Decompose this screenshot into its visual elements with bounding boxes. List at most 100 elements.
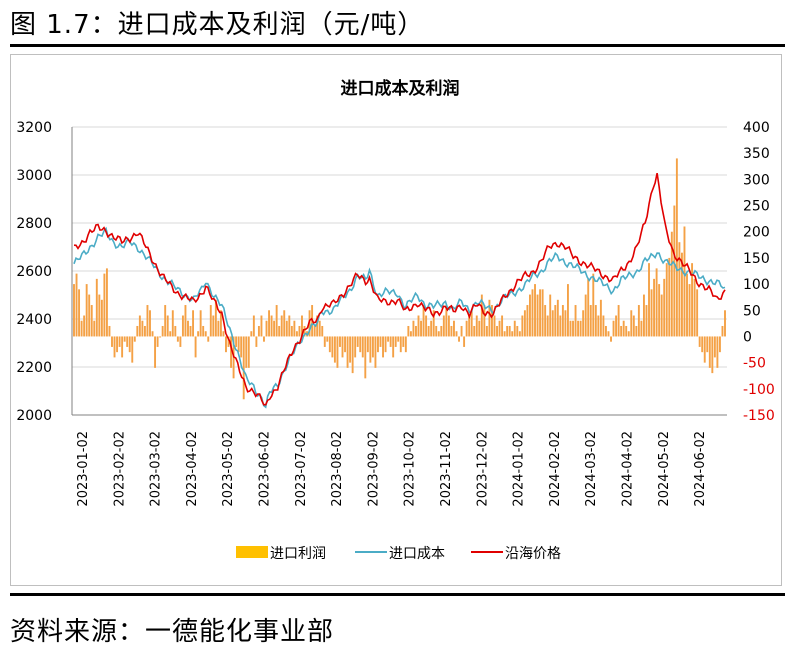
profit-bar — [207, 336, 210, 342]
profit-bar — [108, 325, 111, 337]
bottom-rule — [10, 593, 785, 596]
profit-bar — [351, 336, 354, 374]
profit-bar — [230, 336, 233, 368]
profit-bar — [599, 299, 602, 337]
profit-bar — [435, 325, 438, 337]
profit-bar — [668, 257, 671, 337]
profit-bar — [696, 289, 699, 337]
profit-bar — [156, 336, 159, 347]
profit-bar — [607, 331, 610, 337]
y-left-tick-label: 2000 — [16, 408, 52, 424]
profit-bar — [346, 336, 349, 368]
profit-bar — [412, 320, 415, 337]
profit-bar — [202, 325, 205, 337]
profit-bar — [708, 336, 711, 368]
profit-bar — [440, 325, 443, 337]
profit-bar — [496, 325, 498, 337]
profit-bar — [333, 336, 336, 363]
profit-bar — [399, 336, 402, 353]
profit-bar — [622, 320, 625, 337]
profit-bar — [513, 320, 516, 337]
legend-label: 进口成本 — [389, 546, 445, 562]
profit-bar — [225, 336, 227, 353]
profit-bar — [549, 294, 552, 337]
profit-bar — [159, 336, 162, 338]
profit-bar — [683, 226, 686, 337]
x-tick-label: 2023-02-02 — [112, 431, 127, 507]
profit-bar — [245, 336, 248, 368]
profit-bar — [280, 315, 283, 337]
profit-bar — [539, 289, 542, 337]
profit-bar — [604, 325, 607, 337]
profit-bar — [379, 336, 382, 347]
profit-bar — [293, 320, 296, 337]
profit-bar — [164, 305, 167, 337]
profit-bar — [341, 336, 344, 358]
profit-bar — [531, 289, 534, 337]
y-left-tick-label: 2400 — [16, 312, 52, 328]
profit-bar — [263, 336, 265, 342]
profit-bar — [298, 325, 301, 337]
profit-bar — [402, 336, 405, 347]
profit-bar — [83, 315, 86, 337]
profit-bar — [693, 278, 696, 337]
profit-bar — [382, 336, 384, 358]
x-tick-label: 2023-07-02 — [294, 431, 309, 507]
x-tick-label: 2023-12-02 — [475, 431, 490, 507]
profit-bar — [508, 325, 511, 337]
profit-bar — [516, 325, 519, 337]
profit-bar — [635, 325, 638, 337]
profit-bar — [212, 315, 215, 337]
profit-bar — [437, 331, 440, 337]
series-lines — [73, 172, 726, 409]
profit-bar — [331, 336, 334, 358]
profit-bar — [240, 336, 243, 358]
profit-bar — [463, 336, 466, 347]
profit-bar — [116, 336, 119, 353]
axes: 2000 2200 2400 2600 2800 3000 3200 -150 -100 -50 0… — [16, 120, 774, 507]
profit-bar — [204, 331, 207, 337]
profit-bar — [711, 336, 714, 374]
profit-bar — [698, 336, 701, 347]
profit-bar — [187, 320, 189, 337]
profit-bar — [673, 205, 676, 337]
profit-bar — [670, 231, 673, 337]
profit-bar — [610, 336, 612, 342]
x-tick-label: 2023-03-02 — [149, 431, 164, 507]
profit-bar — [255, 336, 258, 347]
profit-bar — [584, 294, 587, 337]
top-rule — [10, 44, 785, 47]
profit-bar — [146, 305, 149, 337]
y-right-tick-label: 100 — [743, 277, 770, 293]
figure-title: 图 1.7：进口成本及利润（元/吨） — [10, 10, 425, 40]
profit-bar — [447, 315, 450, 337]
profit-bar — [301, 315, 303, 337]
profit-bar — [572, 320, 574, 337]
profit-bar — [518, 331, 521, 337]
profit-bar — [257, 325, 260, 337]
profit-bar — [316, 315, 319, 337]
profit-bar — [648, 263, 650, 337]
y-right-tick-label: 400 — [743, 120, 770, 136]
profit-bar — [392, 336, 395, 358]
profit-bar — [493, 315, 496, 337]
profit-bar — [566, 284, 569, 337]
profit-bar — [445, 305, 448, 337]
profit-bar — [478, 320, 481, 337]
profit-bar — [498, 320, 501, 337]
profit-bar — [98, 294, 101, 337]
profit-bar — [295, 331, 298, 337]
profit-bar — [209, 305, 212, 337]
profit-bar — [273, 320, 276, 337]
profit-bar — [154, 336, 157, 368]
profit-bar — [95, 278, 98, 337]
profit-bar — [131, 336, 134, 363]
profit-bar — [470, 310, 473, 337]
x-tick-label: 2024-03-02 — [584, 431, 599, 507]
y-right-tick-label: 50 — [743, 303, 761, 319]
x-tick-label: 2024-04-02 — [621, 431, 636, 507]
y-right-tick-label: 150 — [743, 251, 770, 267]
profit-bar — [526, 305, 529, 337]
profit-bar — [663, 278, 666, 337]
profit-bar — [184, 305, 187, 337]
